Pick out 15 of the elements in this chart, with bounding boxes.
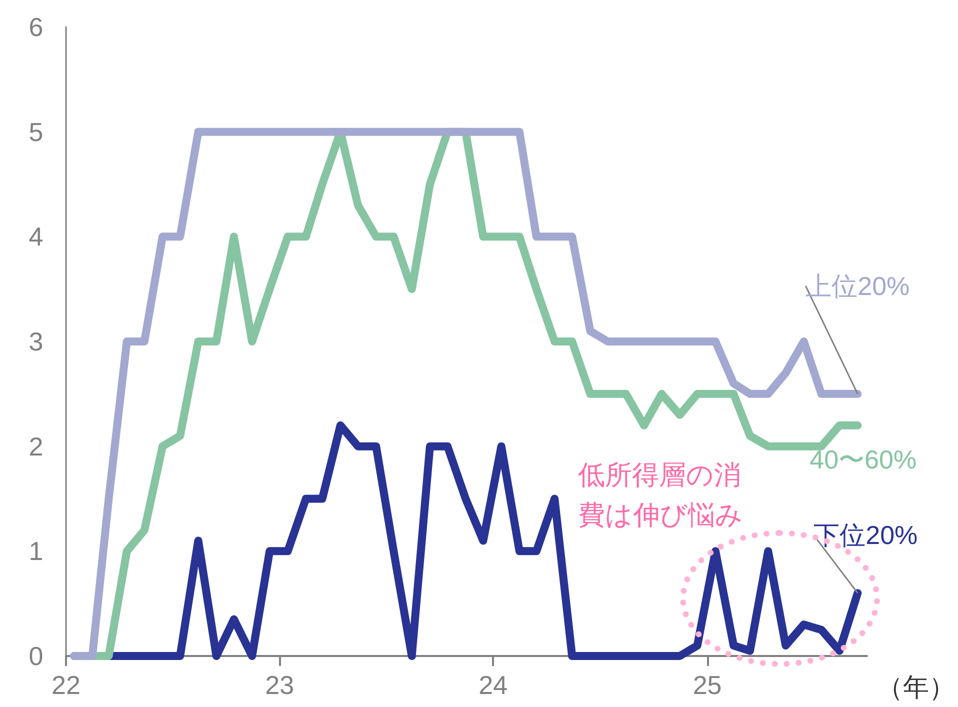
x-tick-label: 25 [692,670,722,700]
y-tick-label: 5 [28,116,44,147]
y-tick-label: 1 [28,536,44,566]
y-tick-label: 3 [28,326,44,356]
y-tick-label: 6 [28,12,44,42]
series-label: 40〜60% [810,444,917,474]
x-tick-label: 23 [265,670,294,700]
y-tick-label: 2 [28,431,44,462]
x-axis-title: （年） [877,672,955,702]
annotation: 低所得層の消費は伸び悩み [578,460,743,530]
y-tick-label: 4 [28,222,44,252]
x-tick-label: 22 [52,670,80,700]
y-tick-label: 0 [28,641,44,671]
x-tick-label: 24 [478,670,508,700]
series-label: 上位20% [806,270,910,301]
